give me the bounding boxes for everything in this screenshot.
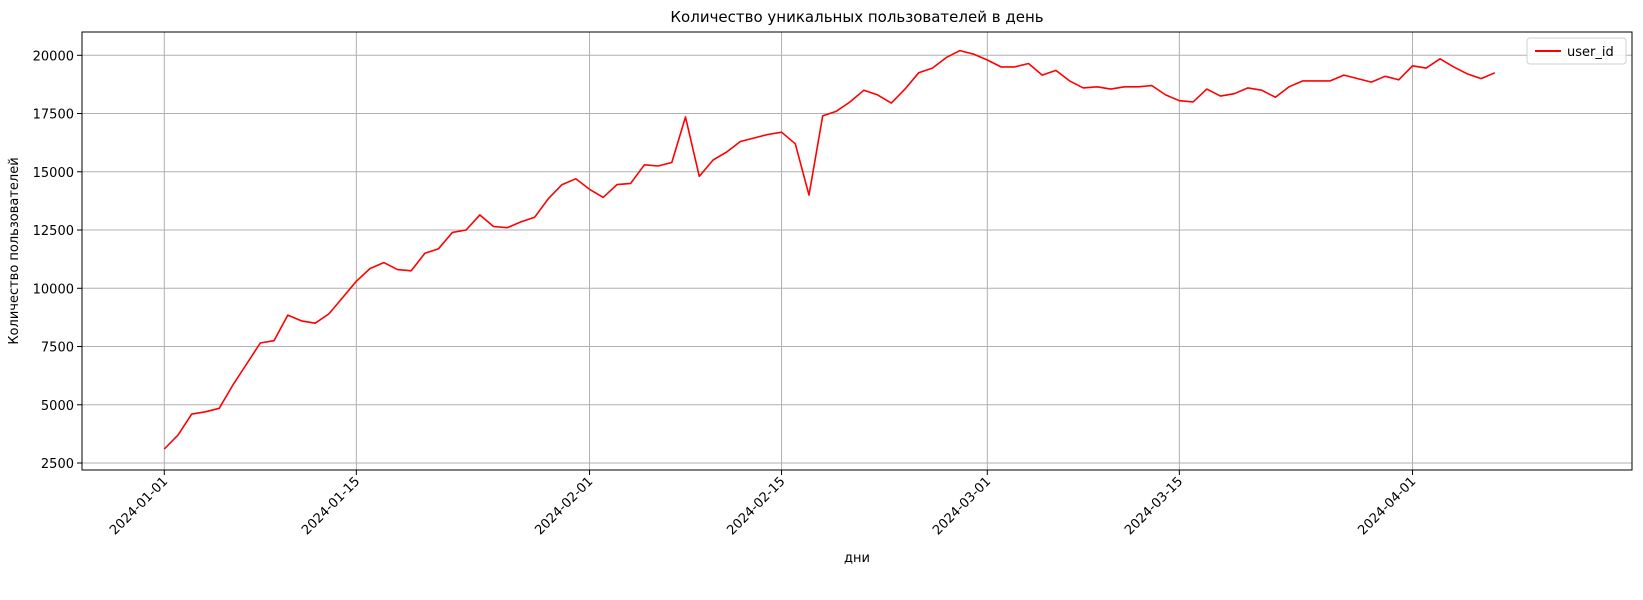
plot-area-frame [81,31,1633,471]
x-axis-title: дни [844,551,870,566]
y-tick-label: 10000 [33,282,74,297]
legend-label: user_id [1567,45,1614,60]
y-axis-title: Количество пользователей [7,157,22,344]
x-tick-label: 2024-01-01 [107,474,171,538]
y-tick-label: 17500 [33,108,74,123]
x-tick-label: 2024-03-01 [930,474,994,538]
grid [82,32,1632,470]
series-line-user-id [163,49,1496,450]
x-tick-label: 2024-01-15 [299,474,363,538]
legend-box [1526,37,1627,65]
y-tick-label: 7500 [41,341,74,356]
y-tick-label: 5000 [41,399,74,414]
y-tick-label: 20000 [33,49,74,64]
y-tick-label: 2500 [41,457,74,472]
x-tick-label: 2024-02-01 [532,474,596,538]
chart-title: Количество уникальных пользователей в де… [670,8,1043,26]
y-tick-label: 12500 [33,224,74,239]
legend: user_id [1526,37,1627,65]
x-tick-label: 2024-02-15 [724,474,788,538]
x-tick-label: 2024-03-15 [1122,474,1186,538]
axis-ticks: 2500 5000 7500 10000 12500 15000 17500 20000 202… [33,49,1420,538]
y-tick-label: 15000 [33,166,74,181]
series-layer [163,49,1496,450]
x-tick-label: 2024-04-01 [1355,474,1419,538]
